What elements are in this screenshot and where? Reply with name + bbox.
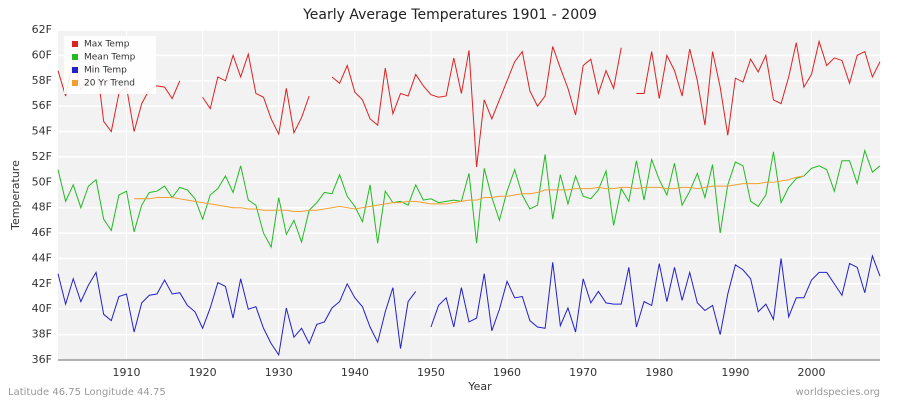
- legend-swatch: [72, 54, 78, 60]
- y-tick-label: 52F: [32, 150, 52, 163]
- series-line: [57, 148, 881, 249]
- y-tick-label: 46F: [32, 226, 52, 239]
- x-tick-label: 1940: [341, 366, 369, 379]
- y-tick-label: 40F: [32, 302, 52, 315]
- legend-label: Mean Temp: [84, 53, 136, 63]
- footer-left: Latitude 46.75 Longitude 44.75: [8, 387, 166, 398]
- legend-swatch: [72, 80, 78, 86]
- legend-label: 20 Yr Trend: [84, 79, 135, 89]
- y-tick-label: 62F: [32, 23, 52, 36]
- plot-background: [58, 30, 880, 360]
- x-axis-label: Year: [467, 380, 492, 393]
- y-tick-label: 48F: [32, 201, 52, 214]
- x-tick-label: 2000: [798, 366, 826, 379]
- y-tick-label: 44F: [32, 251, 52, 264]
- legend-swatch: [72, 67, 78, 73]
- x-tick-label: 1930: [265, 366, 293, 379]
- y-axis-label: Temperature: [9, 160, 22, 231]
- y-tick-label: 60F: [32, 48, 52, 61]
- footer-right: worldspecies.org: [796, 387, 880, 398]
- series-line: [134, 175, 804, 212]
- y-tick-label: 38F: [32, 328, 52, 341]
- y-tick-label: 50F: [32, 175, 52, 188]
- series-line: [57, 254, 881, 357]
- y-tick-label: 56F: [32, 99, 52, 112]
- legend-label: Max Temp: [84, 40, 130, 50]
- x-tick-label: 1960: [493, 366, 521, 379]
- legend: Max Temp Mean Temp Min Temp 20 Yr Trend: [64, 36, 156, 94]
- x-tick-label: 1970: [569, 366, 597, 379]
- chart-title: Yearly Average Temperatures 1901 - 2009: [302, 7, 597, 23]
- y-tick-label: 36F: [32, 353, 52, 366]
- legend-box: [64, 36, 156, 94]
- x-tick-label: 1990: [721, 366, 749, 379]
- y-tick-label: 42F: [32, 277, 52, 290]
- legend-swatch: [72, 41, 78, 47]
- x-tick-label: 1910: [113, 366, 141, 379]
- x-tick-label: 1950: [417, 366, 445, 379]
- legend-label: Min Temp: [84, 66, 127, 76]
- y-tick-label: 58F: [32, 74, 52, 87]
- x-tick-label: 1920: [189, 366, 217, 379]
- x-tick-label: 1980: [645, 366, 673, 379]
- y-tick-label: 54F: [32, 125, 52, 138]
